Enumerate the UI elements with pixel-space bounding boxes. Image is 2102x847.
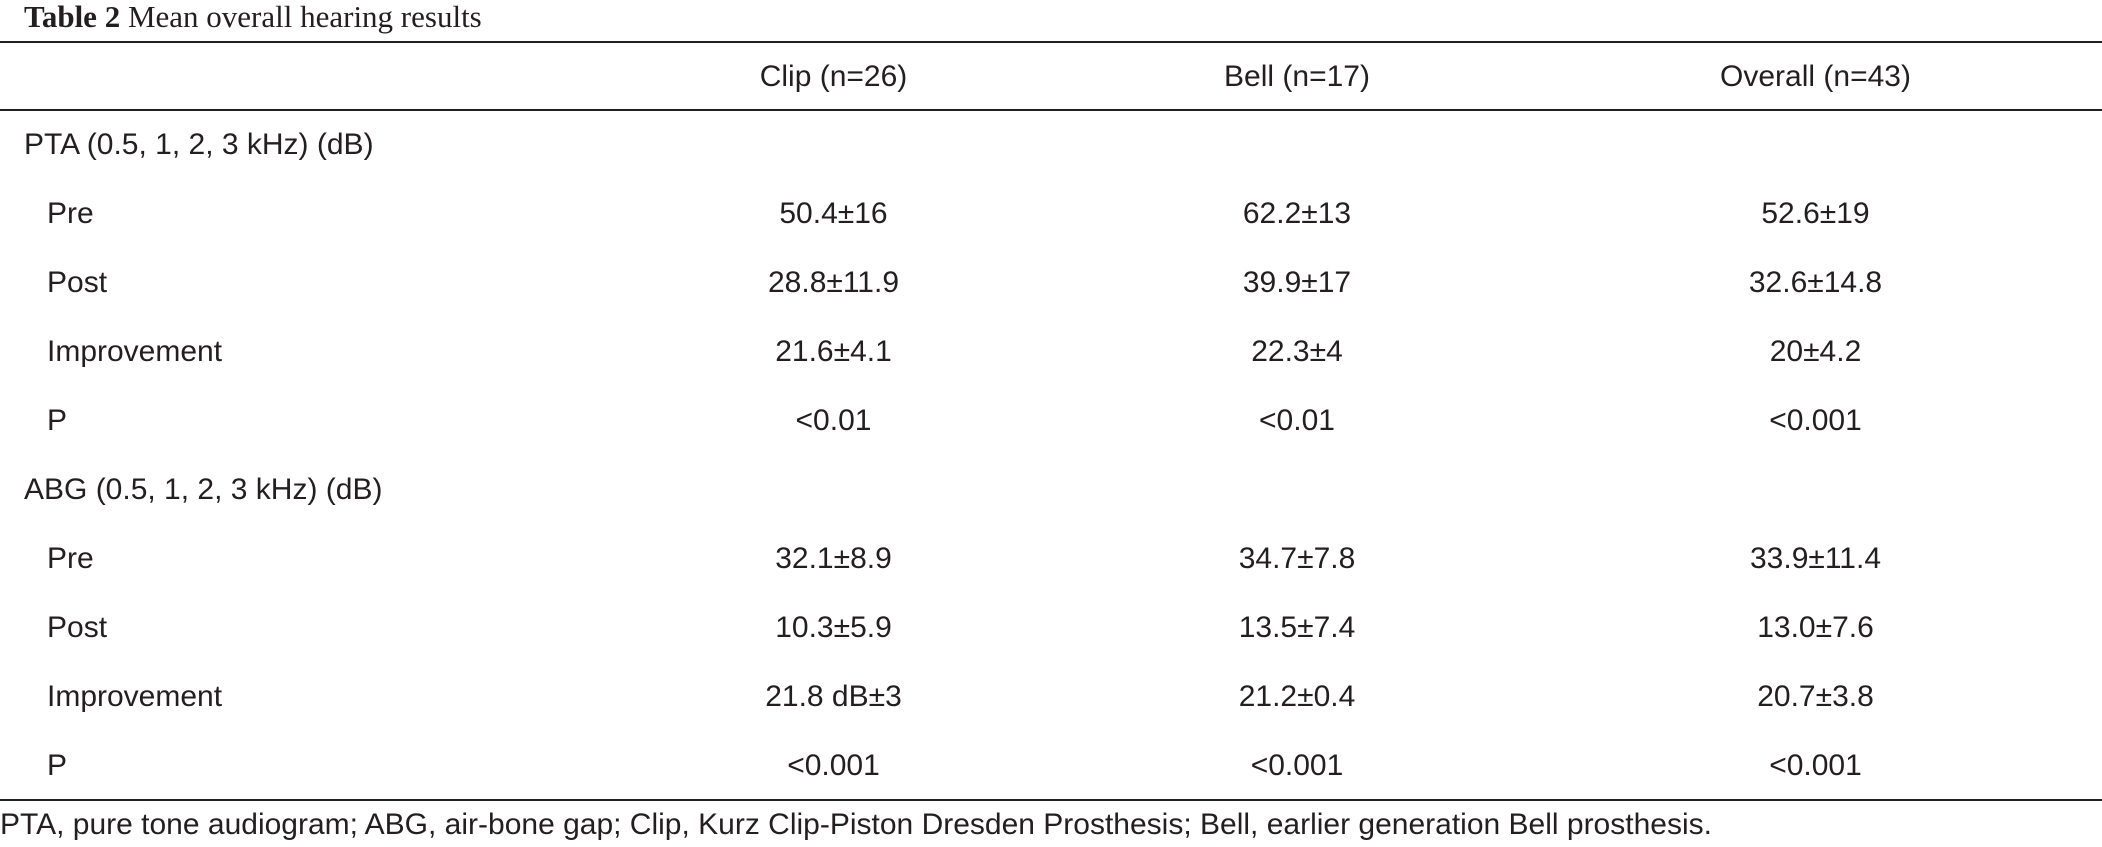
row-label: Improvement [47, 679, 223, 713]
section-heading: PTA (0.5, 1, 2, 3 kHz) (dB) [24, 127, 374, 161]
hearing-results-table: Clip (n=26) Bell (n=17) Overall (n=43) P… [0, 43, 2102, 800]
bell-value: <0.01 [1259, 403, 1335, 437]
clip-value: <0.01 [795, 403, 872, 437]
table-row: P <0.01 <0.01 <0.001 [0, 386, 2102, 455]
clip-value: 50.4±16 [779, 196, 888, 230]
row-label: P [47, 403, 68, 437]
bell-value: 62.2±13 [1242, 196, 1352, 230]
bell-value: <0.001 [1250, 748, 1344, 782]
overall-value: 32.6±14.8 [1748, 265, 1883, 299]
table-row: Improvement 21.6±4.1 22.3±4 20±4.2 [0, 317, 2102, 386]
table-footnote: PTA, pure tone audiogram; ABG, air-bone … [0, 808, 1712, 841]
overall-value: 13.0±7.6 [1757, 610, 1874, 644]
table-row: Post 28.8±11.9 39.9±17 32.6±14.8 [0, 248, 2102, 317]
overall-value: <0.001 [1769, 403, 1862, 437]
row-label: Pre [47, 541, 94, 575]
bell-value: 34.7±7.8 [1238, 541, 1356, 575]
column-header-bell: Bell (n=17) [1224, 59, 1370, 93]
column-header-clip: Clip (n=26) [759, 59, 908, 93]
table-row: Post 10.3±5.9 13.5±7.4 13.0±7.6 [0, 593, 2102, 662]
clip-value: 21.6±4.1 [775, 334, 892, 368]
table-caption: Table 2 Mean overall hearing results [24, 0, 482, 40]
bell-value: 13.5±7.4 [1238, 610, 1356, 644]
header-rule [0, 109, 2102, 111]
bell-value: 22.3±4 [1251, 334, 1343, 368]
clip-value: 28.8±11.9 [767, 265, 899, 299]
clip-value: 21.8 dB±3 [765, 679, 902, 713]
section-row-abg: ABG (0.5, 1, 2, 3 kHz) (dB) [0, 455, 2102, 524]
overall-value: 20.7±3.8 [1757, 679, 1874, 713]
overall-value: 33.9±11.4 [1749, 541, 1881, 575]
table-number: Table 2 [24, 0, 121, 34]
row-label: Improvement [47, 334, 223, 368]
overall-value: <0.001 [1769, 748, 1862, 782]
table-row: Pre 32.1±8.9 34.7±7.8 33.9±11.4 [0, 524, 2102, 593]
bottom-rule [0, 799, 2102, 801]
row-label: Post [47, 610, 108, 644]
table-row: Improvement 21.8 dB±3 21.2±0.4 20.7±3.8 [0, 662, 2102, 731]
section-heading: ABG (0.5, 1, 2, 3 kHz) (dB) [24, 472, 383, 506]
row-label: Post [47, 265, 108, 299]
clip-value: 32.1±8.9 [775, 541, 892, 575]
overall-value: 20±4.2 [1769, 334, 1862, 368]
top-rule [0, 41, 2102, 43]
clip-value: 10.3±5.9 [775, 610, 892, 644]
table-row: Pre 50.4±16 62.2±13 52.6±19 [0, 179, 2102, 248]
clip-value: <0.001 [787, 748, 880, 782]
overall-value: 52.6±19 [1761, 196, 1870, 230]
column-header-stub [0, 43, 602, 110]
column-header-overall: Overall (n=43) [1720, 59, 1911, 93]
row-label: P [47, 748, 68, 782]
table-row: P <0.001 <0.001 <0.001 [0, 731, 2102, 800]
bell-value: 39.9±17 [1242, 265, 1352, 299]
table-title: Mean overall hearing results [127, 0, 482, 34]
row-label: Pre [47, 196, 94, 230]
section-row-pta: PTA (0.5, 1, 2, 3 kHz) (dB) [0, 110, 2102, 179]
bell-value: 21.2±0.4 [1238, 679, 1356, 713]
header-row: Clip (n=26) Bell (n=17) Overall (n=43) [0, 43, 2102, 110]
